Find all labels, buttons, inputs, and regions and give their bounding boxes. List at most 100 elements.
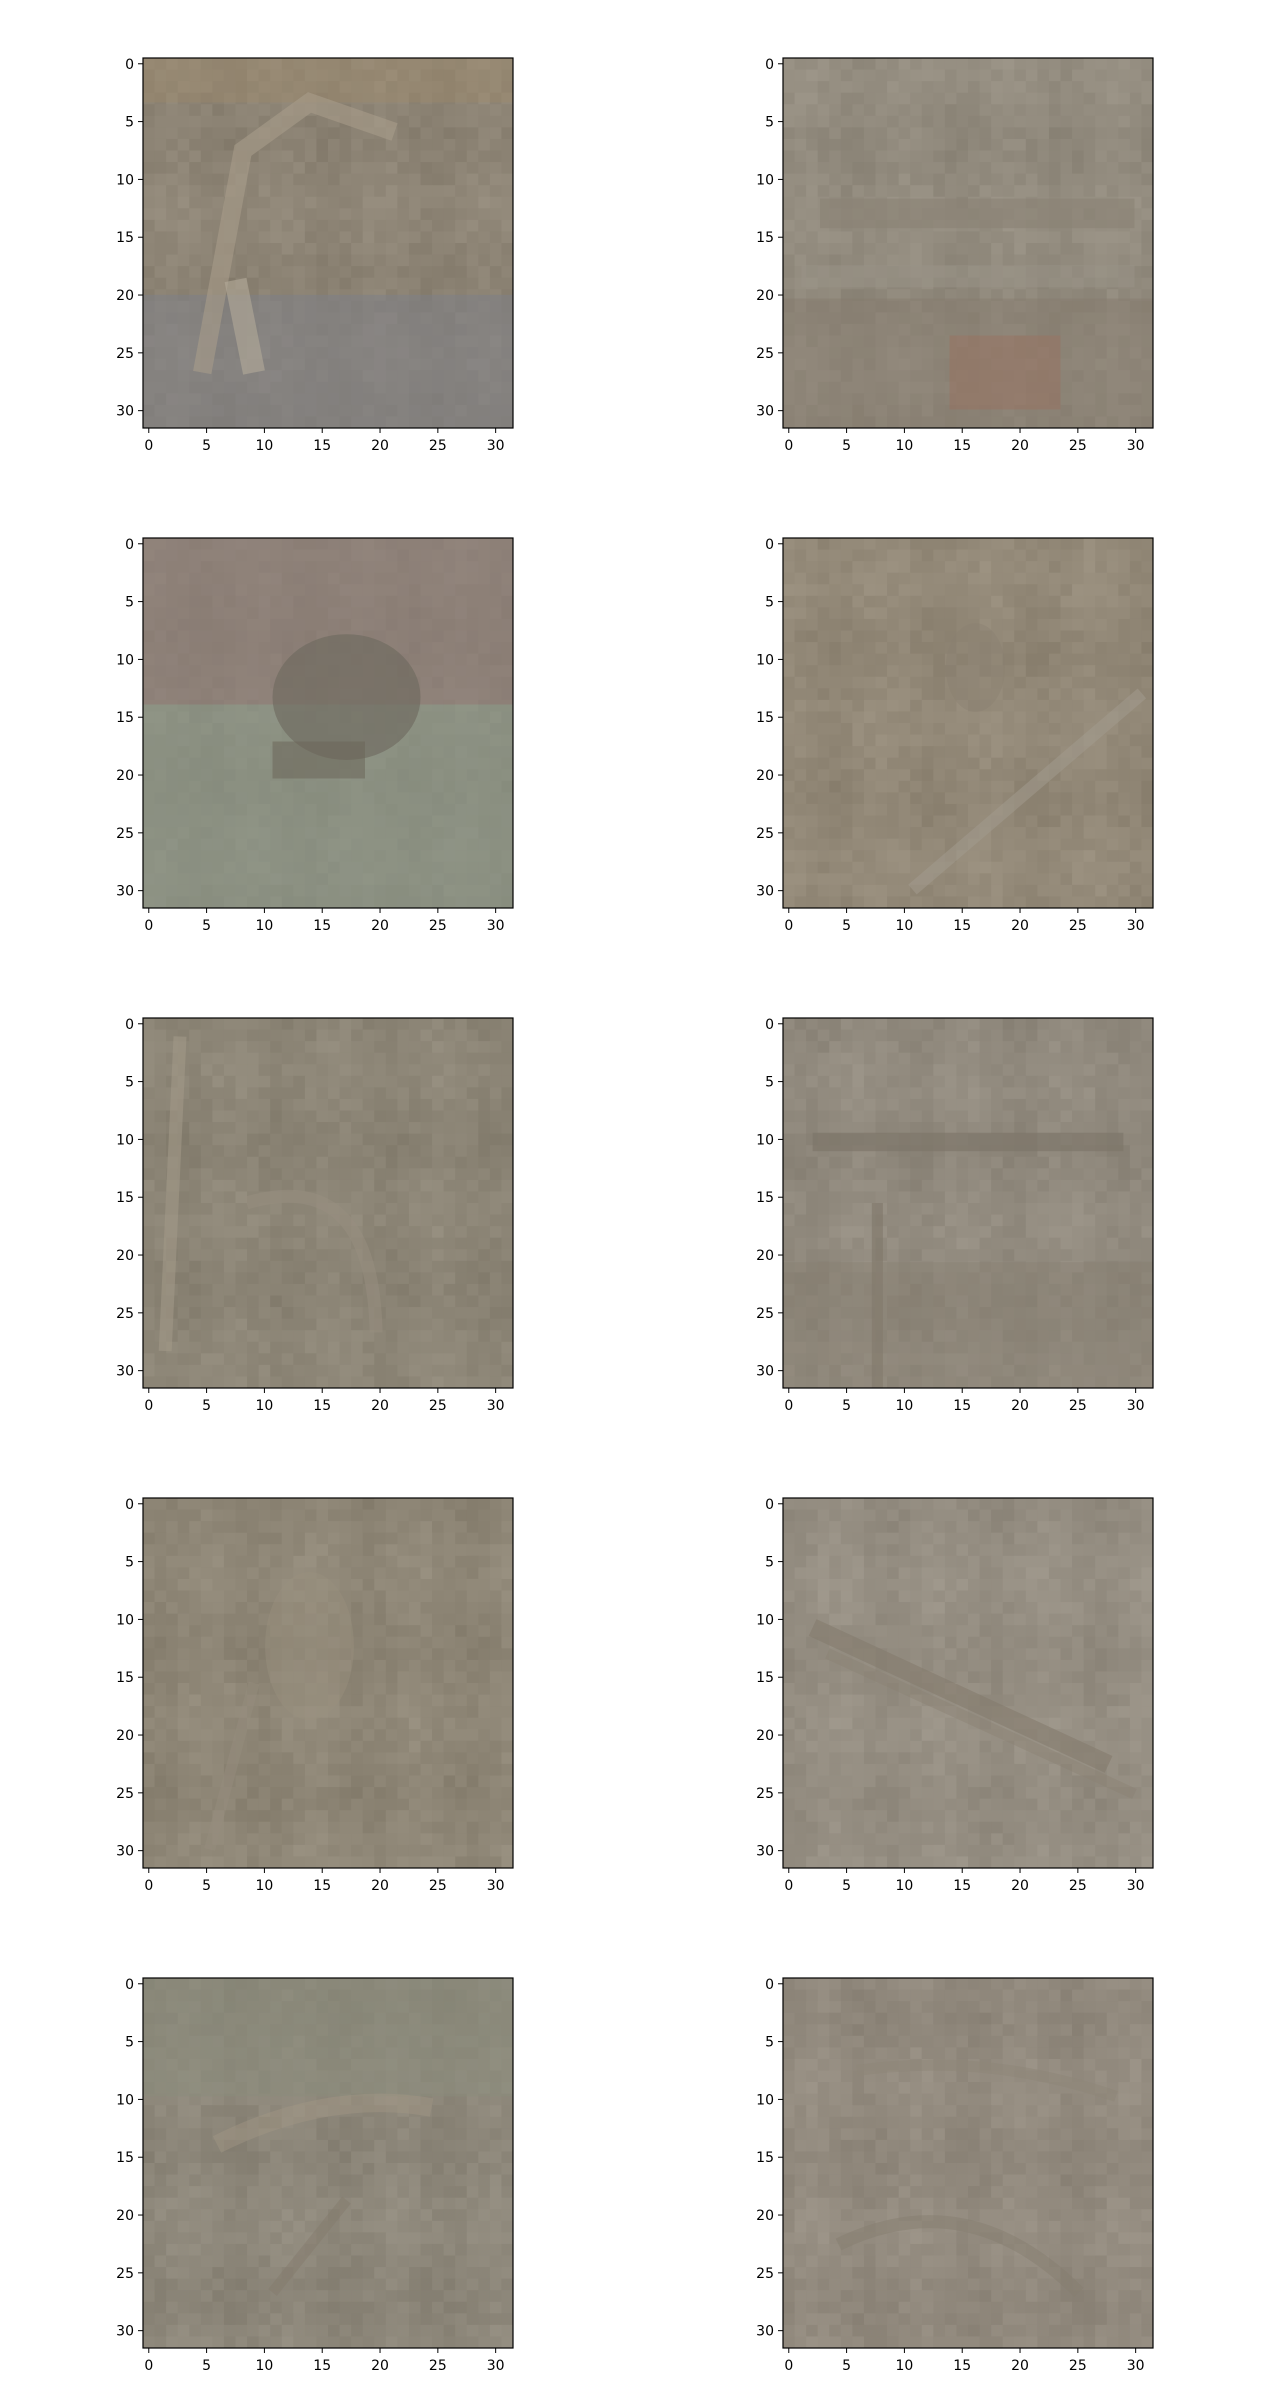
x-tick-label: 30 xyxy=(487,918,505,934)
x-tick-label: 15 xyxy=(953,2358,971,2374)
x-tick-label: 25 xyxy=(1069,438,1087,454)
y-tick-label: 25 xyxy=(116,1306,134,1322)
axes-frame xyxy=(782,1017,1154,1389)
axes-frame xyxy=(782,1497,1154,1869)
x-tick-label: 15 xyxy=(953,918,971,934)
y-tick-label: 10 xyxy=(756,1132,774,1148)
x-tick-label: 10 xyxy=(255,1398,273,1414)
subplot-3: 0 5 10 15 20 25 30 0 5 10 15 20 25 30 xyxy=(116,537,514,934)
y-tick-label: 0 xyxy=(125,1977,134,1993)
y-tick-label: 15 xyxy=(116,710,134,726)
x-tick-label: 0 xyxy=(784,918,793,934)
y-tick-label: 20 xyxy=(756,768,774,784)
x-tick-label: 30 xyxy=(487,1878,505,1894)
x-tick-label: 30 xyxy=(1127,2358,1145,2374)
y-tick-label: 15 xyxy=(756,1670,774,1686)
x-tick-label: 10 xyxy=(895,438,913,454)
x-tick-label: 15 xyxy=(313,438,331,454)
y-tick-label: 25 xyxy=(756,826,774,842)
y-tick-label: 30 xyxy=(756,404,774,420)
y-tick-label: 20 xyxy=(756,288,774,304)
y-tick-label: 10 xyxy=(116,652,134,668)
image-pixels xyxy=(143,1978,513,2348)
x-tick-label: 0 xyxy=(144,1878,153,1894)
x-tick-label: 10 xyxy=(255,1878,273,1894)
x-tick-label: 0 xyxy=(144,918,153,934)
y-tick-label: 25 xyxy=(116,1786,134,1802)
x-tick-label: 25 xyxy=(1069,918,1087,934)
x-tick-label: 30 xyxy=(1127,1398,1145,1414)
y-tick-label: 20 xyxy=(116,288,134,304)
y-tick-label: 15 xyxy=(116,2150,134,2166)
x-tick-label: 20 xyxy=(371,1878,389,1894)
image-pixels xyxy=(783,1978,1153,2348)
axes-frame xyxy=(142,1017,514,1389)
axes-frame xyxy=(142,57,514,429)
y-tick-label: 30 xyxy=(116,1844,134,1860)
x-tick-label: 10 xyxy=(895,918,913,934)
y-tick-label: 5 xyxy=(765,1555,774,1571)
y-tick-label: 20 xyxy=(756,1728,774,1744)
y-tick-label: 25 xyxy=(116,346,134,362)
y-tick-label: 0 xyxy=(765,1977,774,1993)
subplot-4: 0 5 10 15 20 25 30 0 5 10 15 20 25 30 xyxy=(756,537,1154,934)
y-tick-label: 5 xyxy=(125,1075,134,1091)
y-tick-label: 0 xyxy=(765,1017,774,1033)
y-tick-label: 30 xyxy=(116,404,134,420)
y-tick-label: 15 xyxy=(756,1190,774,1206)
x-tick-label: 30 xyxy=(1127,1878,1145,1894)
x-tick-label: 20 xyxy=(1011,1398,1029,1414)
x-tick-label: 20 xyxy=(1011,438,1029,454)
x-tick-label: 5 xyxy=(842,918,851,934)
subplot-2: 0 5 10 15 20 25 30 0 5 10 15 20 25 30 xyxy=(756,57,1154,454)
x-tick-label: 10 xyxy=(255,2358,273,2374)
y-tick-label: 20 xyxy=(756,2208,774,2224)
y-tick-label: 30 xyxy=(116,2324,134,2340)
y-tick-label: 25 xyxy=(756,346,774,362)
y-tick-label: 5 xyxy=(765,2035,774,2051)
axes-frame xyxy=(142,1977,514,2349)
y-tick-label: 5 xyxy=(765,1075,774,1091)
x-tick-label: 15 xyxy=(313,1878,331,1894)
x-tick-label: 20 xyxy=(371,438,389,454)
y-tick-label: 20 xyxy=(116,1728,134,1744)
subplot-9: 0 5 10 15 20 25 30 0 5 10 15 20 25 30 xyxy=(116,1977,514,2374)
image-pixels xyxy=(143,1498,513,1868)
y-tick-label: 15 xyxy=(756,710,774,726)
y-tick-label: 10 xyxy=(756,652,774,668)
subplot-6: 0 5 10 15 20 25 30 0 5 10 15 20 25 30 xyxy=(756,1017,1154,1414)
y-tick-label: 15 xyxy=(116,1670,134,1686)
y-tick-label: 15 xyxy=(756,2150,774,2166)
x-tick-label: 30 xyxy=(1127,438,1145,454)
x-tick-label: 30 xyxy=(487,438,505,454)
x-tick-label: 5 xyxy=(842,2358,851,2374)
x-tick-label: 25 xyxy=(429,1878,447,1894)
x-tick-label: 5 xyxy=(842,438,851,454)
y-tick-label: 20 xyxy=(116,768,134,784)
y-tick-label: 15 xyxy=(116,230,134,246)
y-tick-label: 5 xyxy=(125,2035,134,2051)
image-pixels xyxy=(783,58,1153,428)
x-tick-label: 5 xyxy=(842,1398,851,1414)
y-tick-label: 5 xyxy=(125,1555,134,1571)
x-tick-label: 20 xyxy=(371,2358,389,2374)
x-tick-label: 0 xyxy=(784,438,793,454)
axes-frame xyxy=(782,57,1154,429)
y-tick-label: 30 xyxy=(116,884,134,900)
y-tick-label: 10 xyxy=(116,1132,134,1148)
axes-frame xyxy=(142,537,514,909)
y-tick-label: 25 xyxy=(116,2266,134,2282)
x-tick-label: 25 xyxy=(1069,1878,1087,1894)
y-tick-label: 15 xyxy=(116,1190,134,1206)
y-tick-label: 30 xyxy=(756,1844,774,1860)
x-tick-label: 25 xyxy=(1069,2358,1087,2374)
y-tick-label: 0 xyxy=(125,537,134,553)
x-tick-label: 10 xyxy=(895,1398,913,1414)
x-tick-label: 20 xyxy=(371,1398,389,1414)
x-tick-label: 30 xyxy=(487,1398,505,1414)
y-tick-label: 0 xyxy=(125,57,134,73)
y-tick-label: 0 xyxy=(765,537,774,553)
x-tick-label: 0 xyxy=(784,2358,793,2374)
y-tick-label: 5 xyxy=(765,595,774,611)
